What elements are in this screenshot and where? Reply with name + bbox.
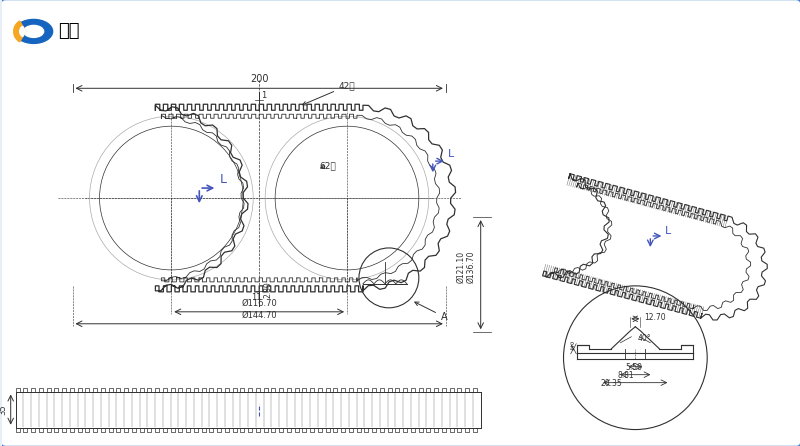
Text: 8.81: 8.81: [618, 371, 634, 380]
Text: L: L: [219, 173, 226, 186]
Text: A: A: [414, 302, 447, 322]
Wedge shape: [20, 26, 26, 37]
Text: 35: 35: [0, 404, 7, 415]
Text: 4: 4: [570, 346, 574, 352]
Text: 11: 11: [251, 293, 262, 302]
Text: 40°: 40°: [638, 334, 651, 343]
Ellipse shape: [14, 20, 53, 43]
Text: L: L: [448, 149, 454, 159]
Text: L: L: [666, 226, 671, 236]
Text: 20.35: 20.35: [601, 379, 622, 388]
Ellipse shape: [24, 25, 44, 37]
Text: Ø144.70: Ø144.70: [242, 311, 277, 320]
Text: 5.50: 5.50: [626, 363, 642, 372]
Text: 62齿: 62齿: [319, 161, 336, 170]
Text: Ø116.70: Ø116.70: [242, 299, 277, 308]
Text: 2.80: 2.80: [263, 281, 272, 298]
Text: 1: 1: [261, 91, 266, 100]
Text: 永航: 永航: [58, 22, 80, 41]
Text: 12.70: 12.70: [644, 313, 666, 322]
Text: 2: 2: [570, 342, 574, 348]
Text: 200: 200: [250, 74, 269, 84]
Text: 42齿: 42齿: [302, 81, 356, 105]
Text: Ø121.10: Ø121.10: [456, 251, 466, 283]
Text: Ø136.70: Ø136.70: [466, 251, 475, 283]
Wedge shape: [14, 21, 26, 42]
